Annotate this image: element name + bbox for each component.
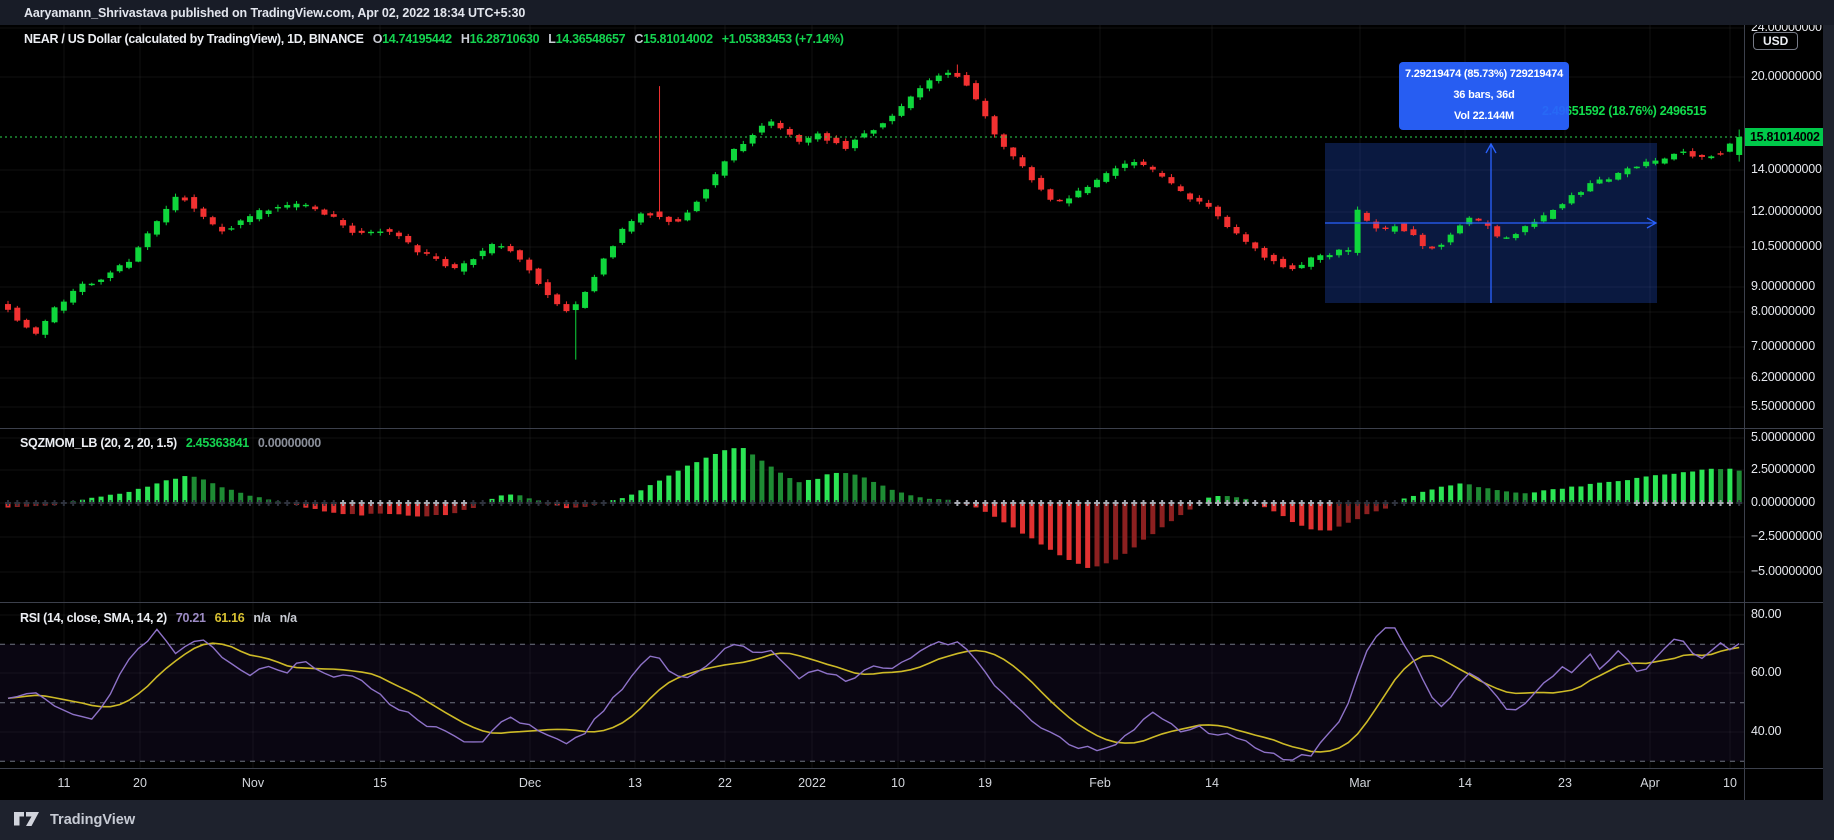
time-tick-label: Feb [1089, 776, 1111, 790]
rsi-lower-band-value: n/a [279, 611, 297, 625]
rsi-value: 70.21 [175, 611, 206, 625]
currency-usd-button[interactable]: USD [1753, 32, 1799, 50]
price-tick-label: 5.00000000 [1751, 430, 1816, 444]
change-value: +1.05383453 (+7.14%) [721, 32, 844, 46]
measure-price-range: 7.29219474 (85.73%) 729219474 [1404, 68, 1564, 80]
header-bar: Aaryamann_Shrivastava published on Tradi… [0, 0, 1834, 25]
price-tick-label: 12.00000000 [1751, 204, 1822, 218]
time-axis[interactable]: 11 20 Nov 15 Dec 13 22 2022 10 19 Feb 14 Mar 14 23 Apr 1… [0, 768, 1823, 800]
symbol-title: NEAR / US Dollar (calculated by TradingV… [24, 32, 364, 46]
price-tick-label: 7.00000000 [1751, 339, 1816, 353]
price-tick-label: 9.00000000 [1751, 279, 1816, 293]
right-margin-strip [1823, 0, 1834, 800]
time-tick-label: 19 [978, 776, 992, 790]
tradingview-logo-icon[interactable] [14, 812, 40, 828]
price-tick-label: 20.00000000 [1751, 69, 1822, 83]
measure-readout-text: 2.49651592 (18.76%) 2496515 [1542, 104, 1707, 118]
time-tick-label: Mar [1349, 776, 1371, 790]
price-tick-label: 8.00000000 [1751, 304, 1816, 318]
time-tick-label: 14 [1458, 776, 1472, 790]
price-tick-label: 60.00 [1751, 665, 1782, 679]
time-tick-label: 15 [373, 776, 387, 790]
price-tick-label: 40.00 [1751, 724, 1782, 738]
time-tick-label: 13 [628, 776, 642, 790]
price-tick-label: −5.00000000 [1751, 564, 1823, 578]
ohlc-low: L14.36548657 [548, 32, 626, 46]
time-axis-border [0, 768, 1823, 769]
momentum-histogram[interactable] [5, 448, 1742, 568]
time-tick-label: Dec [518, 776, 542, 790]
time-tick-label: 20 [133, 776, 147, 790]
time-tick-label: 10 [891, 776, 905, 790]
ohlc-open: O14.74195442 [372, 32, 452, 46]
price-tick-label: 0.00000000 [1751, 495, 1816, 509]
rsi-name: RSI (14, close, SMA, 14, 2) [20, 611, 167, 625]
time-tick-label: 22 [718, 776, 732, 790]
time-tick-label: 14 [1205, 776, 1219, 790]
sqzmom-name: SQZMOM_LB (20, 2, 20, 1.5) [20, 436, 177, 450]
time-tick-label: Nov [241, 776, 265, 790]
time-tick-label: 11 [57, 776, 71, 790]
rsi-bands [0, 643, 1744, 762]
measure-bar-range: 36 bars, 36d [1453, 89, 1515, 101]
price-tick-label: 80.00 [1751, 607, 1782, 621]
time-tick-label: 10 [1723, 776, 1737, 790]
rsi-legend[interactable]: RSI (14, close, SMA, 14, 2) 70.21 61.16 … [20, 611, 297, 625]
price-tick-label: 10.50000000 [1751, 239, 1822, 253]
tradingview-brand-text[interactable]: TradingView [50, 812, 136, 828]
pane-divider[interactable] [0, 602, 1823, 603]
measure-volume: Vol 22.144M [1454, 110, 1514, 122]
sqzmom-zero-value: 0.00000000 [257, 436, 321, 450]
last-price-label: 15.81014002 [1745, 128, 1827, 146]
squeeze-cross-markers [5, 500, 1743, 506]
ohlc-high: H16.28710630 [460, 32, 540, 46]
symbol-legend[interactable]: NEAR / US Dollar (calculated by TradingV… [24, 32, 844, 46]
publish-attribution-text: Aaryamann_Shrivastava published on Tradi… [24, 5, 526, 20]
grid-lines [0, 25, 1744, 768]
time-tick-label: 2022 [798, 776, 826, 790]
ohlc-close: C15.81014002 [634, 32, 713, 46]
sqzmom-legend[interactable]: SQZMOM_LB (20, 2, 20, 1.5) 2.45363841 0.… [20, 436, 321, 450]
candlestick-series[interactable] [5, 64, 1743, 360]
price-axis-border [1744, 25, 1745, 800]
footer-bar: TradingView [0, 800, 1834, 840]
measure-tooltip: 7.29219474 (85.73%) 729219474 36 bars, 3… [1399, 62, 1569, 130]
price-axis[interactable]: USD 15.81014002 24.00000000 20.00000000 14… [1745, 20, 1827, 800]
rsi-series[interactable] [7, 627, 1740, 761]
time-tick-label: Apr [1640, 776, 1660, 790]
price-tick-label: 5.50000000 [1751, 399, 1816, 413]
pane-divider[interactable] [0, 428, 1823, 429]
measure-arrows[interactable] [1325, 142, 1658, 303]
price-tick-label: 14.00000000 [1751, 162, 1822, 176]
time-tick-label: 23 [1558, 776, 1572, 790]
price-tick-label: −2.50000000 [1751, 529, 1823, 543]
price-tick-label: 2.50000000 [1751, 462, 1816, 476]
rsi-sma-value: 61.16 [214, 611, 245, 625]
rsi-upper-band-value: n/a [253, 611, 271, 625]
price-tick-label: 6.20000000 [1751, 370, 1816, 384]
sqzmom-value: 2.45363841 [185, 436, 249, 450]
